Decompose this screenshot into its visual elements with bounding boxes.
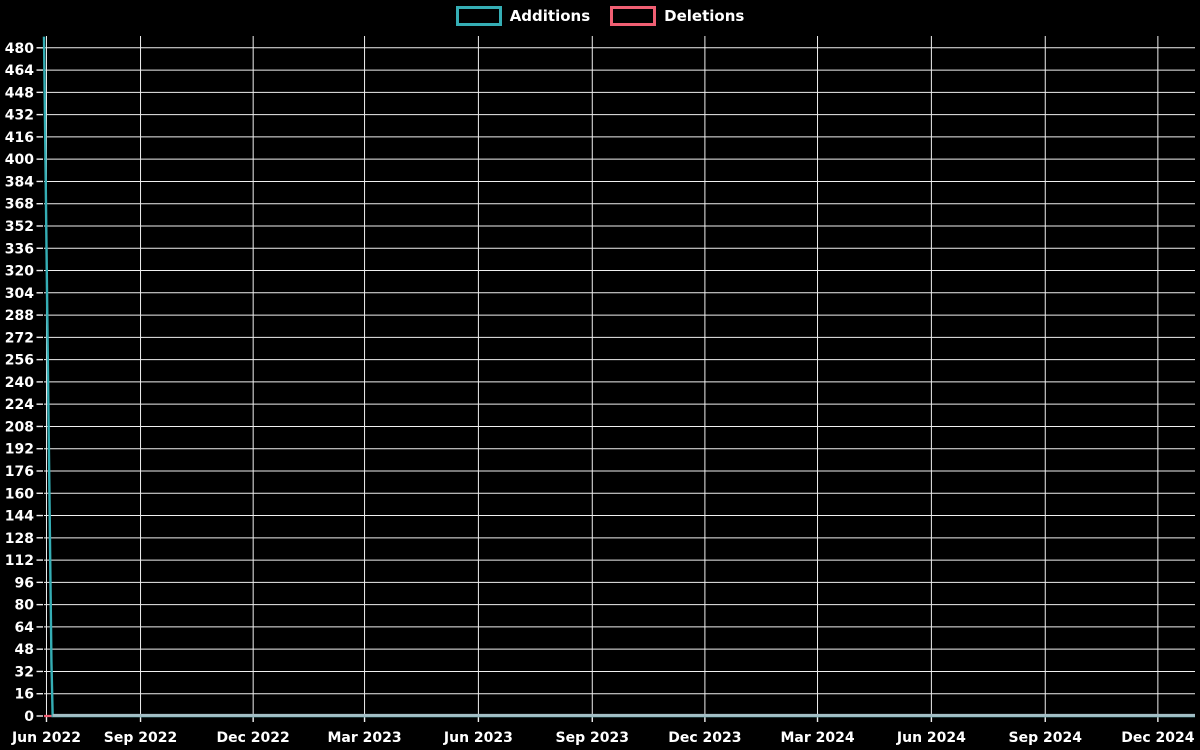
y-tick-label: 368 — [5, 197, 34, 213]
additions-swatch — [455, 6, 502, 26]
additions-legend-label: Additions — [509, 7, 591, 25]
x-tick-label: Dec 2022 — [217, 730, 290, 746]
y-tick-label: 224 — [5, 397, 34, 413]
x-tick-label: Jun 2024 — [896, 730, 966, 746]
x-tick-label: Mar 2023 — [327, 730, 401, 746]
x-tick-label: Dec 2024 — [1121, 730, 1195, 746]
y-tick-label: 304 — [5, 286, 34, 302]
y-tick-label: 128 — [5, 531, 34, 547]
y-tick-label: 480 — [5, 41, 34, 57]
y-tick-label: 96 — [15, 575, 34, 591]
y-tick-label: 160 — [5, 486, 34, 502]
y-tick-label: 208 — [5, 419, 34, 435]
y-tick-label: 80 — [15, 598, 35, 614]
x-tick-label: Sep 2023 — [556, 730, 629, 746]
y-tick-label: 432 — [5, 108, 34, 124]
y-tick-label: 48 — [15, 642, 34, 658]
y-tick-label: 192 — [5, 442, 34, 458]
x-tick-label: Sep 2024 — [1009, 730, 1083, 746]
deletions-swatch — [610, 6, 657, 26]
y-tick-label: 384 — [5, 174, 34, 190]
y-tick-label: 320 — [5, 264, 34, 280]
y-tick-label: 0 — [24, 709, 34, 725]
y-tick-label: 32 — [15, 664, 34, 680]
y-tick-label: 16 — [15, 687, 34, 703]
x-tick-label: Dec 2023 — [668, 730, 741, 746]
y-tick-label: 464 — [5, 63, 34, 79]
deletions-legend-label: Deletions — [664, 7, 745, 25]
y-tick-label: 448 — [5, 85, 34, 101]
x-tick-label: Sep 2022 — [104, 730, 177, 746]
y-tick-label: 240 — [5, 375, 34, 391]
legend-item-additions[interactable]: Additions — [455, 6, 591, 26]
legend-item-deletions[interactable]: Deletions — [610, 6, 744, 26]
y-tick-label: 416 — [5, 130, 34, 146]
y-tick-label: 288 — [5, 308, 34, 324]
y-tick-label: 112 — [5, 553, 34, 569]
y-tick-label: 272 — [5, 330, 34, 346]
y-tick-label: 144 — [5, 509, 34, 525]
x-tick-label: Jun 2022 — [11, 730, 81, 746]
legend: Additions Deletions — [0, 6, 1200, 26]
additions-line[interactable] — [42, 36, 1195, 718]
x-tick-label: Mar 2024 — [780, 730, 854, 746]
y-tick-label: 256 — [5, 353, 34, 369]
y-tick-label: 64 — [15, 620, 35, 636]
y-tick-label: 336 — [5, 241, 34, 257]
x-tick-label: Jun 2023 — [443, 730, 513, 746]
y-tick-label: 176 — [5, 464, 34, 480]
y-tick-label: 352 — [5, 219, 34, 235]
y-tick-label: 400 — [5, 152, 34, 168]
